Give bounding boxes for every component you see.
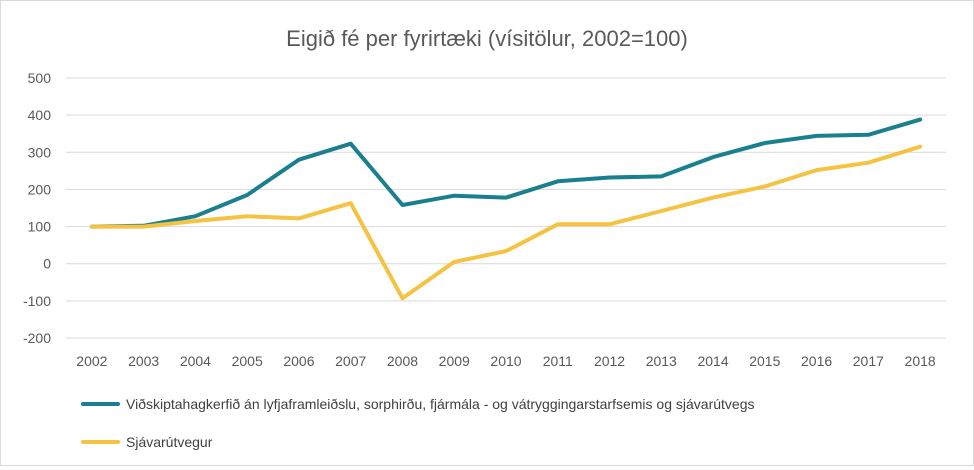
series-line-2 (92, 147, 920, 299)
legend-label: Viðskiptahagkerfið án lyfjaframleiðslu, … (126, 396, 754, 412)
x-tick-label: 2002 (76, 353, 107, 369)
y-tick-label: 400 (28, 107, 52, 123)
legend-label: Sjávarútvegur (126, 434, 213, 450)
y-axis-ticks: 500 400 300 200 100 0 -100 -200 (23, 70, 51, 346)
y-tick-label: -100 (23, 293, 51, 309)
x-tick-label: 2004 (180, 353, 211, 369)
y-tick-label: 200 (28, 181, 52, 197)
x-tick-label: 2015 (749, 353, 780, 369)
x-tick-label: 2013 (646, 353, 677, 369)
x-tick-label: 2005 (232, 353, 263, 369)
x-tick-label: 2018 (905, 353, 936, 369)
x-tick-label: 2006 (283, 353, 314, 369)
x-tick-label: 2017 (853, 353, 884, 369)
x-tick-label: 2003 (128, 353, 159, 369)
y-tick-label: -200 (23, 330, 51, 346)
x-tick-label: 2012 (594, 353, 625, 369)
x-tick-label: 2014 (697, 353, 728, 369)
series-lines (92, 120, 920, 299)
x-tick-label: 2008 (387, 353, 418, 369)
y-tick-label: 500 (28, 70, 52, 86)
y-tick-label: 100 (28, 219, 52, 235)
x-tick-label: 2011 (543, 353, 573, 369)
legend: Viðskiptahagkerfið án lyfjaframleiðslu, … (83, 396, 754, 450)
series-line-1 (92, 120, 920, 227)
x-tick-label: 2010 (490, 353, 521, 369)
x-axis-ticks: 2002 2003 2004 2005 2006 2007 2008 2009 2010 2011… (76, 353, 936, 369)
chart-title: Eigið fé per fyrirtæki (vísitölur, 2002=… (286, 26, 688, 51)
y-tick-label: 300 (28, 144, 52, 160)
gridlines (66, 78, 946, 338)
x-tick-label: 2007 (335, 353, 366, 369)
x-tick-label: 2016 (801, 353, 832, 369)
x-tick-label: 2009 (439, 353, 470, 369)
y-tick-label: 0 (43, 256, 51, 272)
